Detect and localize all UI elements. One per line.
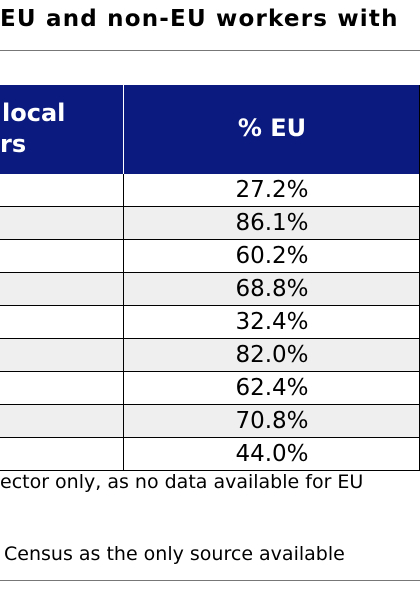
eu-percent-cell: 27.2% [235,177,309,203]
title-divider [0,50,420,51]
row-divider [123,207,124,239]
row-divider [123,405,124,437]
table-body: 27.2% 86.1% 60.2% 68.8% 32.4% 82.0% 62.4% 70.8%… [0,174,420,471]
header-cell-eu-percent: % EU [237,114,307,142]
eu-percent-cell: 62.4% [235,375,309,401]
row-divider [123,372,124,404]
eu-percent-cell: 82.0% [235,342,309,368]
header-divider [123,85,124,174]
header-left-line1: local [2,99,66,127]
eu-percent-cell: 44.0% [235,441,309,467]
row-divider [123,273,124,305]
footnote-1: ector only, as no data available for EU [0,471,364,493]
table-row: 32.4% [0,306,420,339]
table-row: 70.8% [0,405,420,438]
eu-percent-cell: 60.2% [235,243,309,269]
table-row: 82.0% [0,339,420,372]
eu-percent-cell: 68.8% [235,276,309,302]
table-row: 62.4% [0,372,420,405]
row-divider [123,306,124,338]
row-divider [123,174,124,206]
header-cell-left: local rs [0,98,65,160]
table-row: 60.2% [0,240,420,273]
footnote-2: Census as the only source available [4,543,345,565]
header-left-line2: rs [0,130,27,158]
row-divider [123,240,124,272]
eu-percent-cell: 70.8% [235,408,309,434]
eu-percent-cell: 32.4% [235,309,309,335]
bottom-divider [0,580,420,581]
row-divider [123,438,124,470]
table-row: 27.2% [0,174,420,207]
table-row: 86.1% [0,207,420,240]
eu-percent-cell: 86.1% [235,210,309,236]
page-title: EU and non-EU workers with [0,6,399,32]
table-row: 44.0% [0,438,420,471]
row-divider [123,339,124,371]
table-row: 68.8% [0,273,420,306]
data-table: local rs % EU 27.2% 86.1% 60.2% 68.8% 32.4% 8… [0,85,420,471]
table-header: local rs % EU [0,85,420,174]
